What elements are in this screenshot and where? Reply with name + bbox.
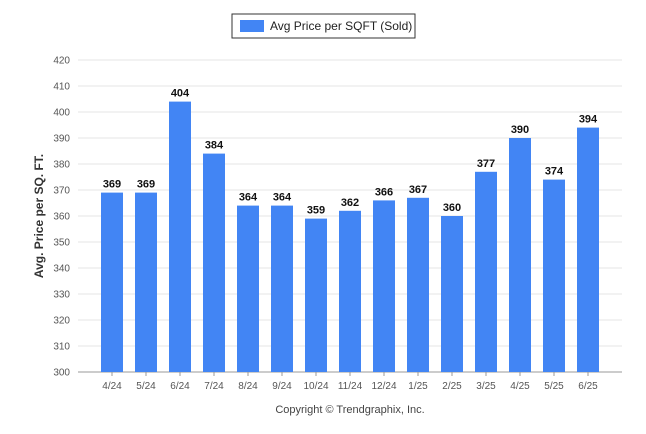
bar: [339, 210, 361, 372]
bars: 369 369 404 384 364 364 359 362 366 367 360 377 390 3…: [101, 88, 599, 372]
x-tick-label: 9/24: [272, 381, 292, 392]
bar: [203, 153, 225, 372]
y-tick-label: 330: [53, 290, 70, 301]
y-tick-label: 360: [53, 212, 70, 223]
x-tick-label: 1/25: [408, 381, 428, 392]
bar-value-label: 369: [103, 179, 121, 191]
bar: [305, 218, 327, 372]
y-tick-label: 400: [53, 108, 70, 119]
y-tick-label: 420: [53, 56, 70, 67]
bar-value-label: 367: [409, 184, 427, 196]
x-tick-label: 8/24: [238, 381, 258, 392]
y-axis-title: Avg. Price per SQ. FT.: [32, 154, 46, 278]
bar: [101, 192, 123, 372]
x-tick-label: 6/24: [170, 381, 190, 392]
bar-value-label: 377: [477, 158, 495, 170]
bar-value-label: 362: [341, 197, 359, 209]
x-tick-label: 3/25: [476, 381, 496, 392]
x-tick-label: 5/24: [136, 381, 156, 392]
bar-value-label: 366: [375, 186, 393, 198]
y-tick-label: 410: [53, 82, 70, 93]
bar-value-label: 364: [239, 192, 258, 204]
legend-swatch: [240, 20, 264, 32]
bar-value-label: 360: [443, 202, 461, 214]
y-tick-label: 300: [53, 368, 70, 379]
y-tick-label: 320: [53, 316, 70, 327]
bar-value-label: 364: [273, 192, 292, 204]
bar: [169, 101, 191, 372]
bar: [441, 216, 463, 372]
y-tick-label: 350: [53, 238, 70, 249]
y-axis: 300 310 320 330 340 350 360 370 380 390 400 410 420: [53, 56, 70, 379]
bar: [407, 197, 429, 372]
bar: [237, 205, 259, 372]
x-axis: 4/24 5/24 6/24 7/24 8/24 9/24 10/24 11/24 12/24 1…: [102, 372, 598, 392]
x-tick-label: 4/24: [102, 381, 122, 392]
bar-value-label: 394: [579, 114, 598, 126]
bar: [373, 200, 395, 372]
bar: [509, 138, 531, 372]
bar: [577, 127, 599, 372]
x-tick-label: 11/24: [338, 381, 363, 392]
bar: [543, 179, 565, 372]
y-tick-label: 380: [53, 160, 70, 171]
y-tick-label: 390: [53, 134, 70, 145]
x-tick-label: 4/25: [510, 381, 530, 392]
x-tick-label: 7/24: [204, 381, 224, 392]
bar-value-label: 404: [171, 88, 190, 100]
x-tick-label: 12/24: [371, 381, 396, 392]
bar: [271, 205, 293, 372]
x-tick-label: 6/25: [578, 381, 598, 392]
gridlines: [78, 59, 622, 373]
legend-entry-label: Avg Price per SQFT (Sold): [270, 19, 412, 33]
bar-value-label: 384: [205, 140, 224, 152]
bar-value-label: 390: [511, 124, 529, 136]
bar-value-label: 374: [545, 166, 564, 178]
y-tick-label: 310: [53, 342, 70, 353]
y-tick-label: 370: [53, 186, 70, 197]
x-tick-label: 5/25: [544, 381, 564, 392]
legend: Avg Price per SQFT (Sold): [231, 13, 416, 39]
bar: [135, 192, 157, 372]
bar-value-label: 369: [137, 179, 155, 191]
bar-value-label: 359: [307, 205, 325, 217]
x-tick-label: 10/24: [303, 381, 328, 392]
bar: [475, 171, 497, 372]
y-tick-label: 340: [53, 264, 70, 275]
x-tick-label: 2/25: [442, 381, 462, 392]
copyright-text: Copyright © Trendgraphix, Inc.: [275, 404, 424, 416]
